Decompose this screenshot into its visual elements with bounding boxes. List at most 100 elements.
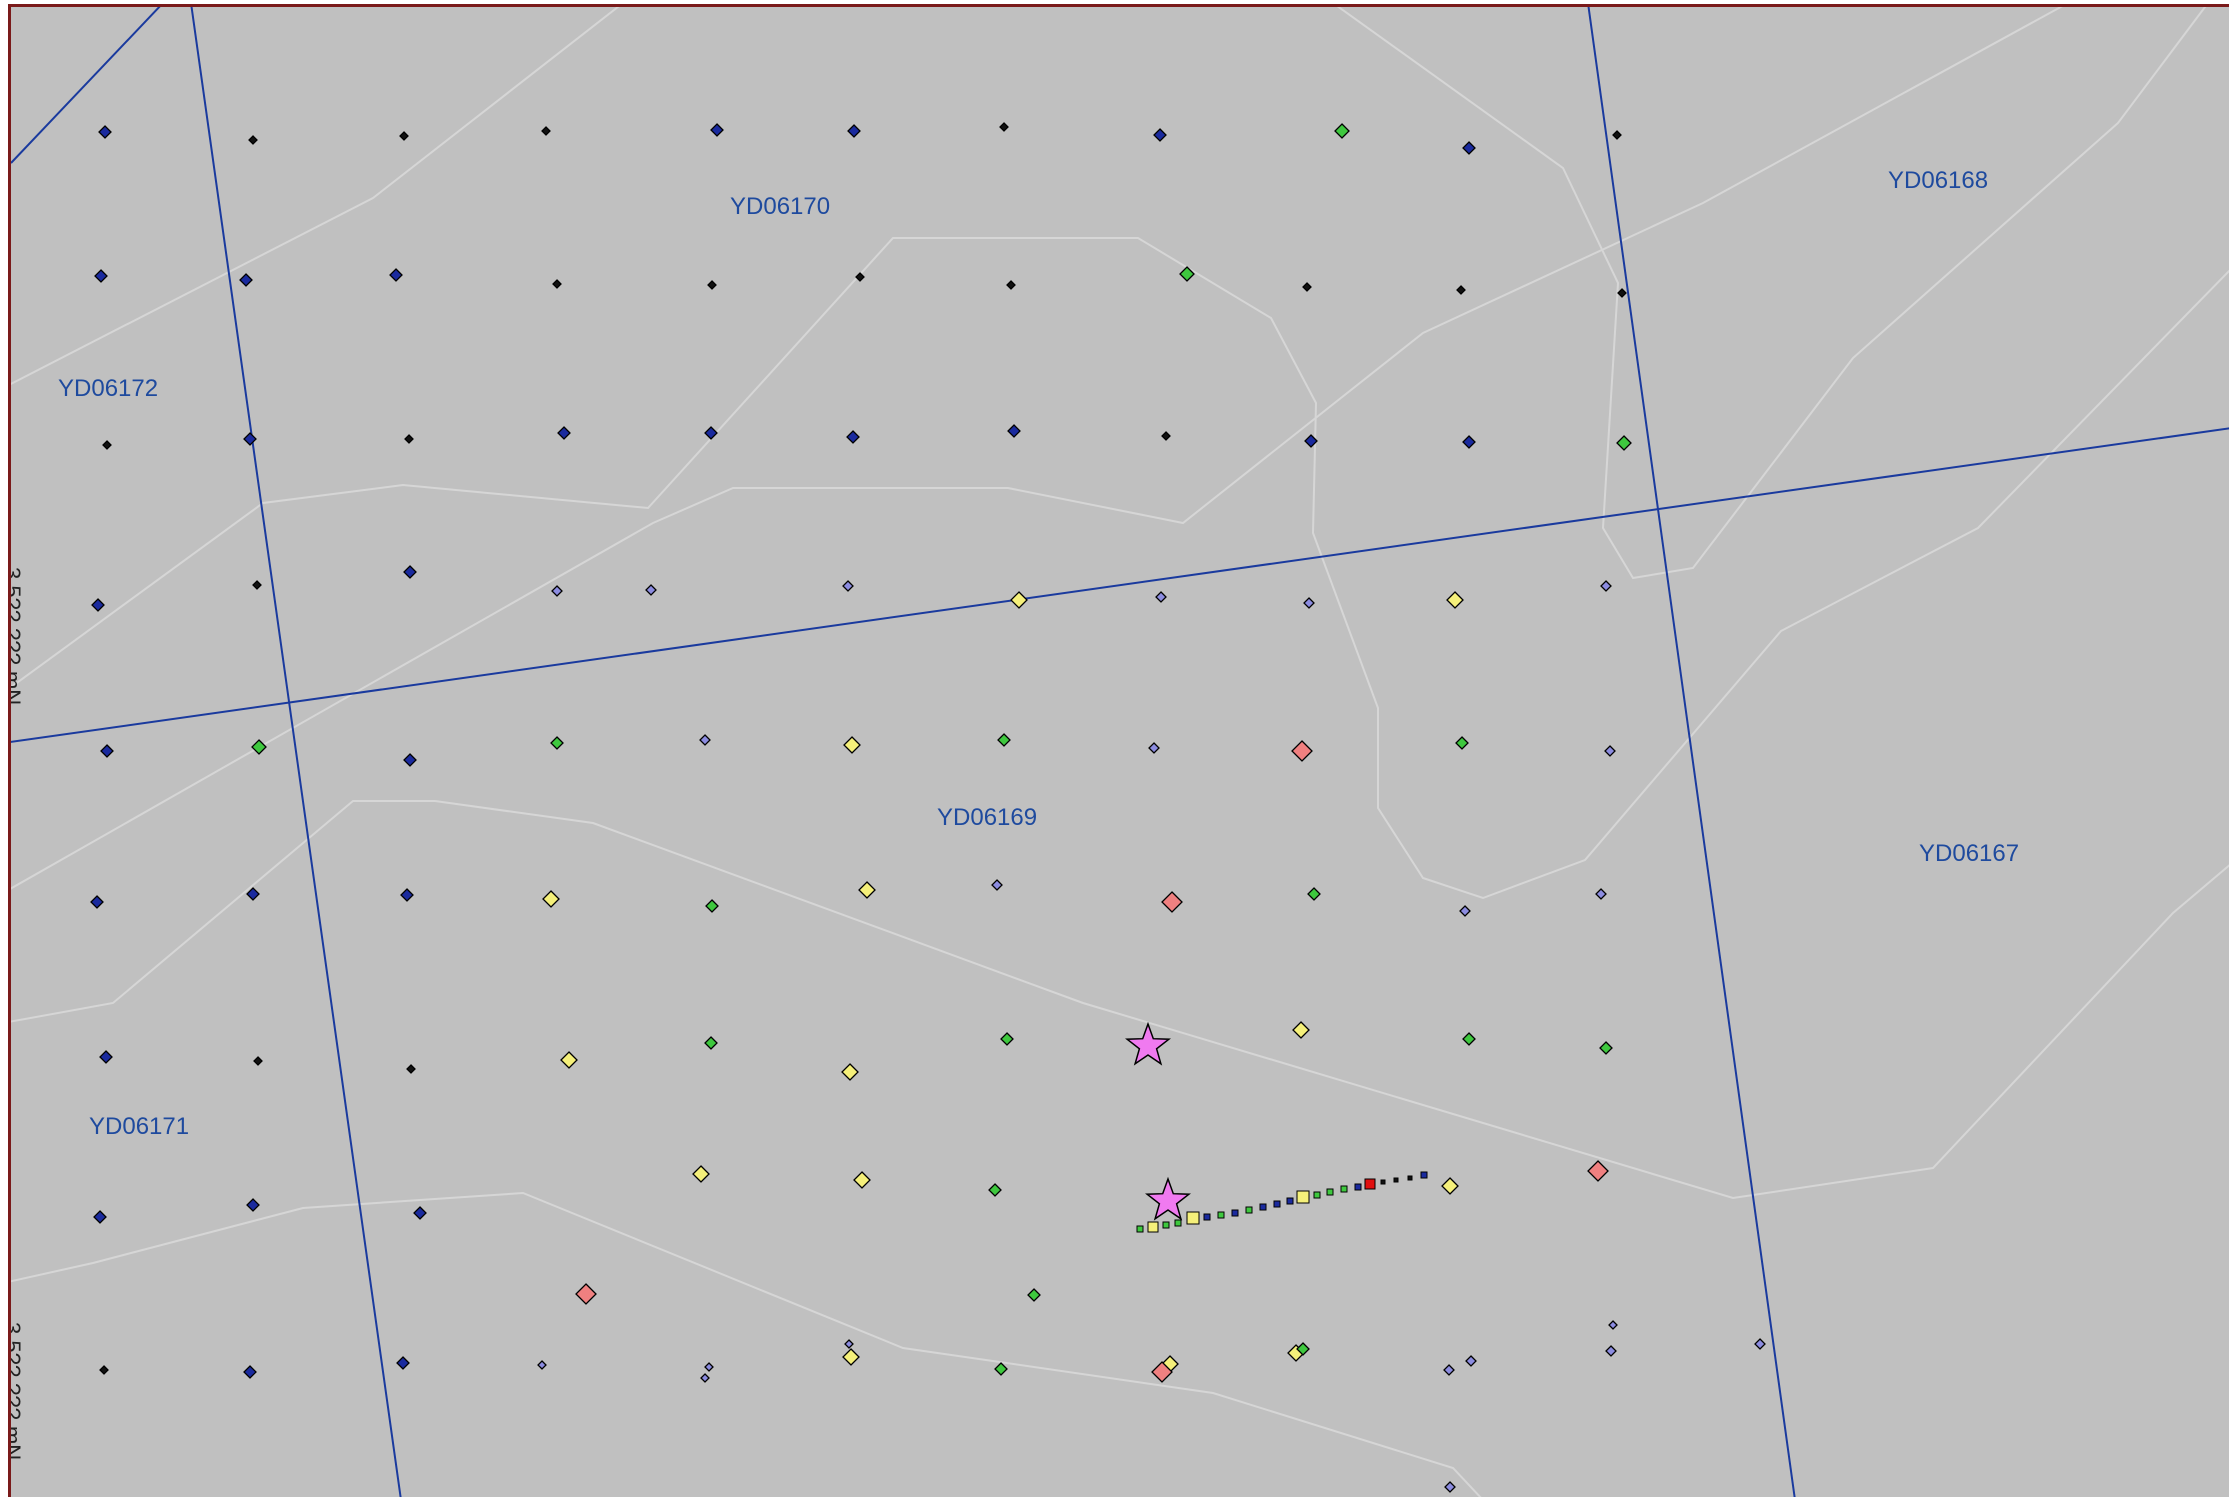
diamond-icon[interactable] xyxy=(399,131,409,141)
diamond-icon[interactable] xyxy=(243,1365,257,1379)
diamond-icon[interactable] xyxy=(542,890,560,908)
star-icon[interactable] xyxy=(1125,1021,1171,1066)
diamond-icon[interactable] xyxy=(1443,1364,1455,1376)
diamond-icon[interactable] xyxy=(406,1064,416,1074)
diamond-icon[interactable] xyxy=(994,1362,1008,1376)
diamond-icon[interactable] xyxy=(846,430,860,444)
diamond-icon[interactable] xyxy=(853,1171,871,1189)
diamond-icon[interactable] xyxy=(1334,123,1350,139)
diamond-icon[interactable] xyxy=(1444,1481,1456,1493)
diamond-icon[interactable] xyxy=(1010,591,1028,609)
diamond-icon[interactable] xyxy=(1179,266,1195,282)
diamond-icon[interactable] xyxy=(855,272,865,282)
diamond-icon[interactable] xyxy=(843,736,861,754)
diamond-icon[interactable] xyxy=(1007,424,1021,438)
map-canvas[interactable]: YD06170 YD06168 YD06172 YD06169 YD06167 YD061… xyxy=(8,4,2229,1497)
diamond-icon[interactable] xyxy=(991,879,1003,891)
diamond-icon[interactable] xyxy=(90,895,104,909)
diamond-icon[interactable] xyxy=(1291,740,1313,762)
diamond-icon[interactable] xyxy=(1462,141,1476,155)
diamond-icon[interactable] xyxy=(1456,285,1466,295)
diamond-icon[interactable] xyxy=(537,1360,547,1370)
diamond-icon[interactable] xyxy=(1148,742,1160,754)
diamond-icon[interactable] xyxy=(1292,1021,1310,1039)
diamond-icon[interactable] xyxy=(99,1050,113,1064)
diamond-icon[interactable] xyxy=(560,1051,578,1069)
diamond-icon[interactable] xyxy=(1754,1338,1766,1350)
diamond-icon[interactable] xyxy=(243,432,257,446)
diamond-icon[interactable] xyxy=(1151,1361,1173,1383)
diamond-icon[interactable] xyxy=(841,1063,859,1081)
diamond-icon[interactable] xyxy=(251,739,267,755)
diamond-icon[interactable] xyxy=(1296,1342,1310,1356)
diamond-icon[interactable] xyxy=(1307,887,1321,901)
diamond-icon[interactable] xyxy=(413,1206,427,1220)
diamond-icon[interactable] xyxy=(1600,580,1612,592)
diamond-icon[interactable] xyxy=(847,124,861,138)
diamond-icon[interactable] xyxy=(1153,128,1167,142)
diamond-icon[interactable] xyxy=(575,1283,597,1305)
diamond-icon[interactable] xyxy=(705,899,719,913)
diamond-icon[interactable] xyxy=(858,881,876,899)
diamond-icon[interactable] xyxy=(1605,1345,1617,1357)
diamond-icon[interactable] xyxy=(1304,434,1318,448)
star-icon[interactable] xyxy=(1145,1176,1191,1221)
diamond-icon[interactable] xyxy=(551,585,563,597)
diamond-icon[interactable] xyxy=(1459,905,1471,917)
diamond-icon[interactable] xyxy=(1604,745,1616,757)
diamond-icon[interactable] xyxy=(1446,591,1464,609)
diamond-icon[interactable] xyxy=(1608,1320,1618,1330)
diamond-icon[interactable] xyxy=(988,1183,1002,1197)
diamond-icon[interactable] xyxy=(1455,736,1469,750)
diamond-icon[interactable] xyxy=(389,268,403,282)
diamond-icon[interactable] xyxy=(403,753,417,767)
diamond-icon[interactable] xyxy=(1441,1177,1459,1195)
diamond-icon[interactable] xyxy=(997,733,1011,747)
diamond-icon[interactable] xyxy=(692,1165,710,1183)
diamond-icon[interactable] xyxy=(699,734,711,746)
diamond-icon[interactable] xyxy=(253,1056,263,1066)
diamond-icon[interactable] xyxy=(1612,130,1622,140)
diamond-icon[interactable] xyxy=(707,280,717,290)
diamond-icon[interactable] xyxy=(550,736,564,750)
diamond-icon[interactable] xyxy=(1155,591,1167,603)
diamond-icon[interactable] xyxy=(246,887,260,901)
diamond-icon[interactable] xyxy=(1599,1041,1613,1055)
diamond-icon[interactable] xyxy=(552,279,562,289)
diamond-icon[interactable] xyxy=(1462,435,1476,449)
diamond-icon[interactable] xyxy=(842,580,854,592)
diamond-icon[interactable] xyxy=(1000,1032,1014,1046)
diamond-icon[interactable] xyxy=(1617,288,1627,298)
diamond-icon[interactable] xyxy=(239,273,253,287)
diamond-icon[interactable] xyxy=(93,1210,107,1224)
diamond-icon[interactable] xyxy=(98,125,112,139)
diamond-icon[interactable] xyxy=(1465,1355,1477,1367)
diamond-icon[interactable] xyxy=(704,1362,714,1372)
diamond-icon[interactable] xyxy=(100,744,114,758)
diamond-icon[interactable] xyxy=(710,123,724,137)
diamond-icon[interactable] xyxy=(999,122,1009,132)
diamond-icon[interactable] xyxy=(1027,1288,1041,1302)
diamond-icon[interactable] xyxy=(700,1373,710,1383)
diamond-icon[interactable] xyxy=(99,1365,109,1375)
diamond-icon[interactable] xyxy=(704,426,718,440)
diamond-icon[interactable] xyxy=(246,1198,260,1212)
diamond-icon[interactable] xyxy=(1161,431,1171,441)
diamond-icon[interactable] xyxy=(400,888,414,902)
diamond-icon[interactable] xyxy=(252,580,262,590)
diamond-icon[interactable] xyxy=(1302,282,1312,292)
target-markers[interactable] xyxy=(1125,1021,1191,1221)
diamond-icon[interactable] xyxy=(1161,891,1183,913)
diamond-icon[interactable] xyxy=(248,135,258,145)
diamond-icon[interactable] xyxy=(557,426,571,440)
diamond-icon[interactable] xyxy=(704,1036,718,1050)
diamond-icon[interactable] xyxy=(396,1356,410,1370)
diamond-icon[interactable] xyxy=(844,1339,854,1349)
diamond-icon[interactable] xyxy=(102,440,112,450)
sample-points[interactable] xyxy=(90,122,1766,1493)
diamond-icon[interactable] xyxy=(94,269,108,283)
diamond-icon[interactable] xyxy=(541,126,551,136)
diamond-icon[interactable] xyxy=(1006,280,1016,290)
diamond-icon[interactable] xyxy=(842,1348,860,1366)
diamond-icon[interactable] xyxy=(404,434,414,444)
